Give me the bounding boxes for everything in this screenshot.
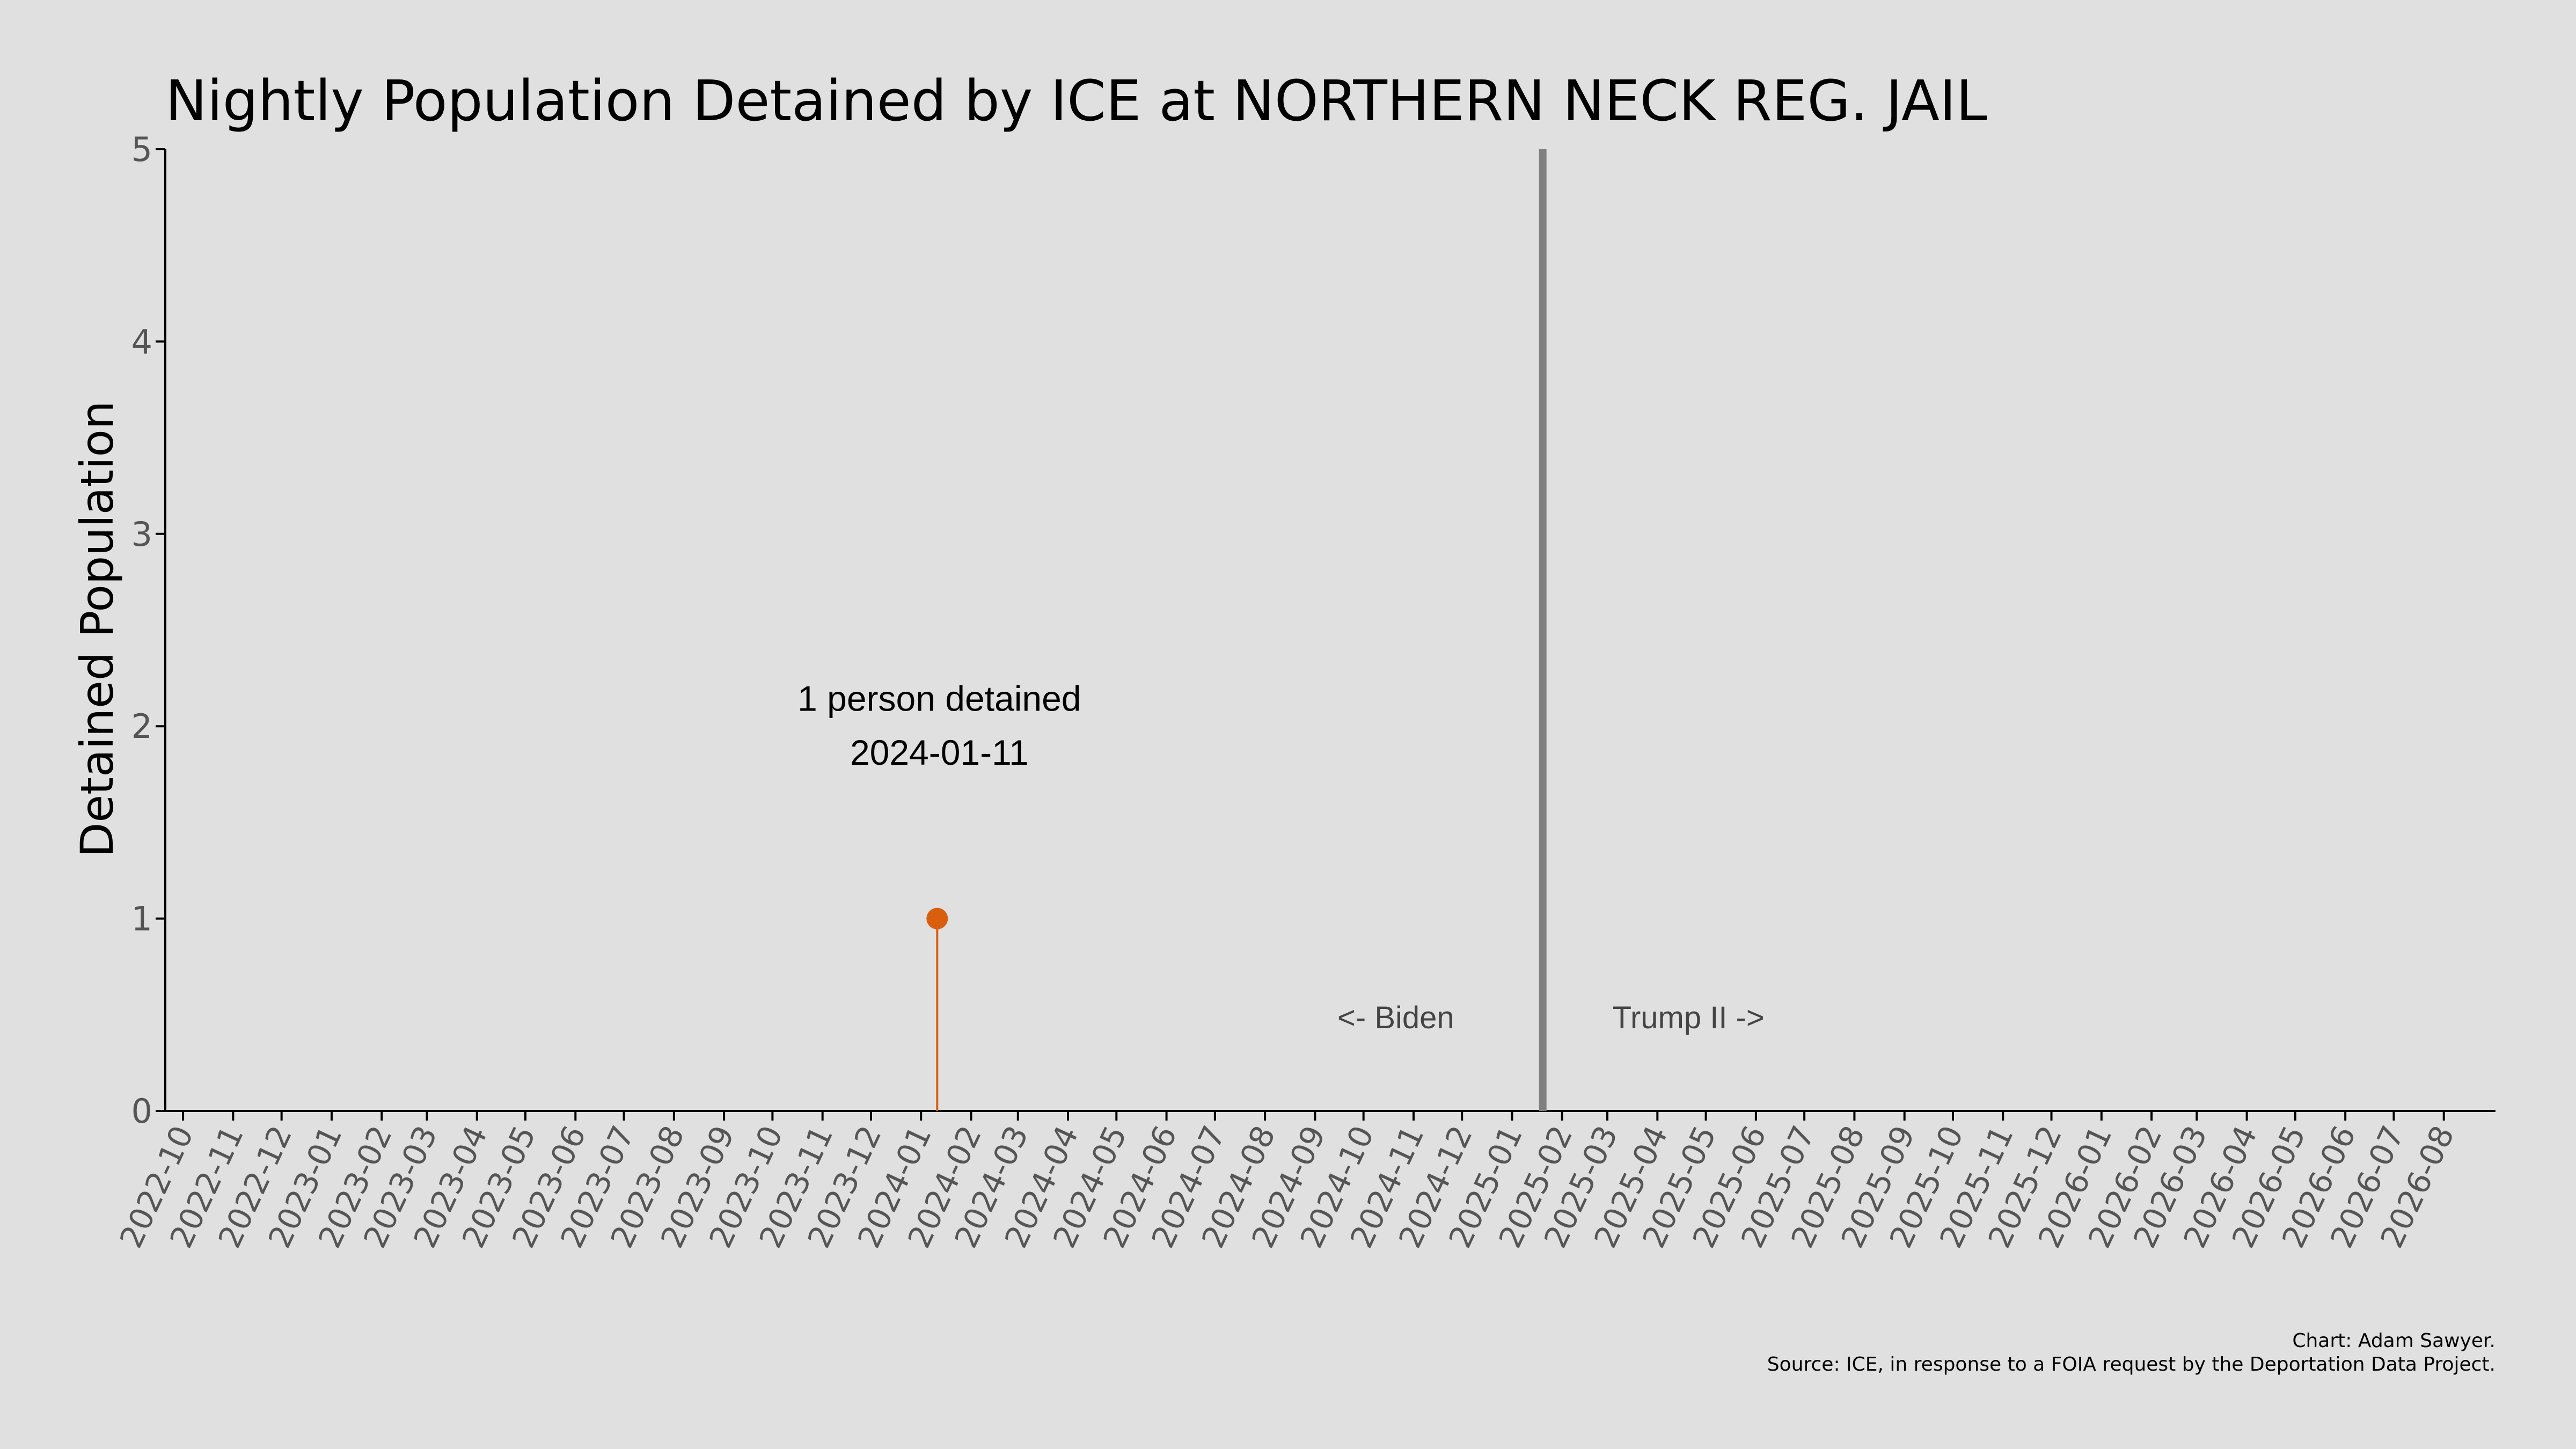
series-marks <box>926 908 948 1111</box>
y-axis-label: Detained Population <box>71 401 123 857</box>
credit-source: Source: ICE, in response to a FOIA reque… <box>1767 1353 2496 1375</box>
y-tick-label: 2 <box>131 707 152 746</box>
data-point <box>926 908 948 930</box>
y-tick-label: 1 <box>131 899 152 939</box>
peak-annotation-count: 1 person detained <box>797 679 1081 719</box>
y-tick-label: 3 <box>131 515 152 554</box>
trump-label: Trump II -> <box>1613 1000 1765 1035</box>
y-tick-label: 0 <box>131 1092 152 1131</box>
y-tick-label: 5 <box>131 130 152 169</box>
biden-label: <- Biden <box>1337 1000 1454 1035</box>
credit-author: Chart: Adam Sawyer. <box>2292 1330 2496 1352</box>
y-tick-label: 4 <box>131 322 152 361</box>
y-ticks: 0 1 2 3 4 5 <box>131 130 165 1131</box>
peak-annotation-date: 2024-01-11 <box>850 733 1029 772</box>
x-ticks: 2022-102022-112022-122023-012023-022023-… <box>113 1111 2461 1254</box>
chart-title: Nightly Population Detained by ICE at NO… <box>165 68 1987 134</box>
